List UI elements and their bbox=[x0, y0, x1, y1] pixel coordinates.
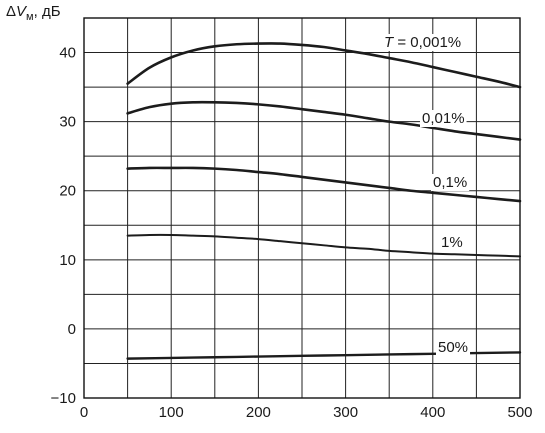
curve-label-background bbox=[439, 234, 465, 251]
x-tick-label: 100 bbox=[159, 404, 184, 421]
curve-label-4: 50% bbox=[438, 339, 468, 356]
curve-label-2: 0,1% bbox=[433, 174, 467, 191]
x-tick-label: 400 bbox=[420, 404, 445, 421]
y-tick-label: 0 bbox=[68, 321, 76, 338]
curve-label-background bbox=[382, 34, 464, 51]
series-line-0 bbox=[126, 42, 522, 89]
y-axis-ticks: −10 0 10 20 30 40 bbox=[51, 45, 76, 407]
y-tick-label: −10 bbox=[51, 390, 76, 407]
series-layer bbox=[126, 42, 522, 360]
y-tick-label: 30 bbox=[59, 114, 76, 131]
curve-label-background bbox=[420, 110, 467, 127]
y-tick-label: 40 bbox=[59, 45, 76, 62]
plot-frame bbox=[83, 17, 521, 399]
series-line-3 bbox=[126, 233, 521, 258]
series-line-1 bbox=[126, 100, 522, 141]
curve-labels: T = 0,001% 0,01% 0,1% 1% 50% bbox=[382, 34, 471, 356]
series-line-2 bbox=[126, 166, 522, 203]
curve-label-1: 0,01% bbox=[422, 110, 465, 127]
x-tick-label: 0 bbox=[80, 404, 88, 421]
x-tick-label: 300 bbox=[333, 404, 358, 421]
x-tick-label: 200 bbox=[246, 404, 271, 421]
x-tick-label: 500 bbox=[507, 404, 532, 421]
y-axis-label: ΔVм, дБ bbox=[6, 3, 61, 23]
x-axis-ticks: 0 100 200 300 400 500 bbox=[80, 404, 533, 421]
curve-label-0: T = 0,001% bbox=[384, 34, 461, 51]
curve-label-background bbox=[436, 339, 471, 356]
curve-label-3: 1% bbox=[441, 234, 463, 251]
grid bbox=[84, 18, 520, 398]
y-tick-label: 20 bbox=[59, 183, 76, 200]
y-tick-label: 10 bbox=[59, 252, 76, 269]
curve-label-background bbox=[431, 174, 470, 191]
